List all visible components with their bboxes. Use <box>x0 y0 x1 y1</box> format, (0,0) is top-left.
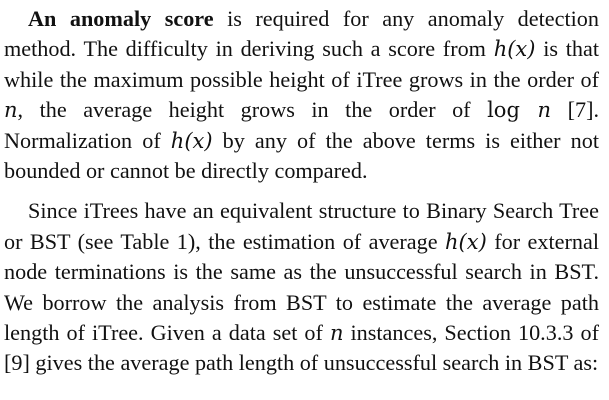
math-n: n <box>329 321 344 346</box>
math-log: log <box>487 98 520 123</box>
text-run: [7]. Normalization of <box>4 97 600 153</box>
math-h-of-x: h(x) <box>493 37 536 62</box>
text-run: is required for any anomaly detection me… <box>4 6 599 62</box>
bold-lead-term: An anomaly score <box>28 6 214 31</box>
text-run: by any of the above terms is either not … <box>4 127 599 184</box>
text-run: Since iTrees have an equivalent structur… <box>4 198 599 254</box>
math-h-of-x: h(x) <box>170 128 213 153</box>
text-run: for external node terminations is the sa… <box>4 228 599 346</box>
text-run: , the average height grows in the order … <box>17 97 488 123</box>
text-run: is that while the maximum possible heigh… <box>4 36 600 92</box>
math-h-of-x: h(x) <box>445 229 487 254</box>
paragraph-bst-analysis: Since iTrees have an equivalent structur… <box>4 196 599 378</box>
math-n: n <box>4 98 18 123</box>
paragraph-anomaly-score: An anomaly score is required for any ano… <box>4 4 599 186</box>
math-n: n <box>519 98 552 123</box>
text-run: instances, Section 10.3.3 of [9] gives t… <box>4 320 599 376</box>
